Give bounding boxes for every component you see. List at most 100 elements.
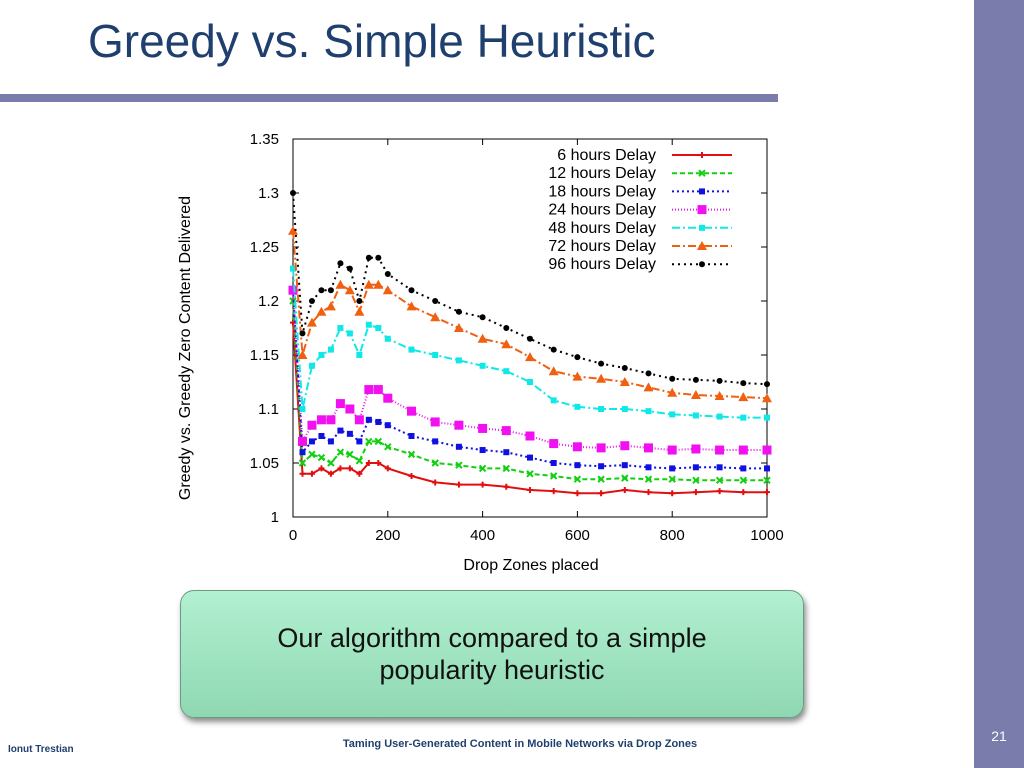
data-point xyxy=(384,422,391,429)
data-point xyxy=(346,265,353,272)
data-point xyxy=(620,441,630,451)
data-point xyxy=(365,460,372,466)
data-point xyxy=(549,439,559,449)
data-point xyxy=(318,465,325,472)
x-axis-label: Drop Zones placed xyxy=(463,557,598,574)
data-point xyxy=(762,445,772,455)
data-point xyxy=(325,301,336,311)
data-point xyxy=(691,444,701,454)
data-point xyxy=(715,476,724,484)
data-point xyxy=(549,472,558,480)
x-tick-label: 400 xyxy=(470,527,495,544)
y-tick-label: 1.25 xyxy=(250,239,279,256)
data-point xyxy=(326,415,336,425)
data-point xyxy=(432,479,439,486)
legend-marker xyxy=(698,169,706,177)
data-point xyxy=(550,346,557,353)
data-point xyxy=(346,465,353,472)
data-point xyxy=(432,298,439,304)
data-point xyxy=(501,426,511,436)
y-tick-label: 1.3 xyxy=(258,185,279,202)
data-point xyxy=(548,366,559,376)
data-point xyxy=(738,445,748,455)
data-point xyxy=(306,317,317,327)
data-point xyxy=(308,298,315,304)
data-point xyxy=(527,487,533,493)
data-point xyxy=(327,346,334,353)
data-point xyxy=(692,412,699,419)
data-point xyxy=(479,314,486,321)
data-point xyxy=(318,287,325,294)
data-point xyxy=(550,460,557,466)
data-point xyxy=(297,350,308,359)
data-point xyxy=(669,490,676,497)
data-point xyxy=(335,279,346,289)
side-accent-bar xyxy=(974,0,1024,768)
data-point xyxy=(503,368,510,375)
data-point xyxy=(455,308,462,315)
series-4 xyxy=(288,285,772,455)
series-1 xyxy=(290,319,770,497)
data-point xyxy=(356,438,363,445)
data-point xyxy=(375,460,382,466)
series-layer xyxy=(288,190,772,497)
data-point xyxy=(408,472,415,479)
data-point xyxy=(337,260,344,267)
data-point xyxy=(365,254,372,261)
y-tick-label: 1.15 xyxy=(250,347,279,364)
y-tick-label: 1.35 xyxy=(250,131,279,148)
data-point xyxy=(454,420,464,430)
legend-label: 24 hours Delay xyxy=(548,202,656,219)
data-point xyxy=(527,335,533,342)
data-point xyxy=(692,464,699,471)
data-point xyxy=(574,462,581,469)
series-line xyxy=(292,230,768,400)
data-point xyxy=(337,465,344,472)
legend-marker xyxy=(699,152,705,158)
axes: 1 1.05 1.1 1.15 1.2 1.25 1.3 1.35 0 200 400 600 800 1… xyxy=(250,131,784,544)
data-point xyxy=(572,442,582,452)
data-point xyxy=(384,271,391,277)
data-point xyxy=(336,448,345,456)
data-point xyxy=(406,301,417,311)
series-6 xyxy=(288,225,772,403)
data-point xyxy=(308,438,315,445)
data-point xyxy=(574,490,581,497)
data-point xyxy=(739,476,748,484)
data-point xyxy=(308,470,315,477)
data-point xyxy=(408,287,415,294)
footer-author: Ionut Trestian xyxy=(8,744,74,755)
legend-label: 48 hours Delay xyxy=(548,220,656,237)
data-point xyxy=(527,379,533,385)
data-point xyxy=(455,443,462,450)
data-point xyxy=(384,465,391,472)
data-point xyxy=(690,389,701,399)
data-point xyxy=(307,420,317,430)
data-point xyxy=(327,470,334,477)
data-point xyxy=(645,370,652,377)
data-point xyxy=(453,323,464,332)
data-point xyxy=(308,450,316,459)
series-3 xyxy=(290,287,770,472)
data-point xyxy=(503,325,510,331)
data-point xyxy=(621,462,628,469)
data-point xyxy=(297,436,307,446)
data-point xyxy=(621,474,629,482)
series-5 xyxy=(290,265,770,421)
data-point xyxy=(716,488,723,495)
data-point xyxy=(668,475,676,483)
data-point xyxy=(430,312,441,322)
x-tick-label: 0 xyxy=(289,527,297,544)
data-point xyxy=(502,464,511,473)
data-point xyxy=(477,333,488,343)
data-point xyxy=(503,449,510,456)
data-point xyxy=(598,463,605,470)
data-point xyxy=(345,404,355,414)
data-point xyxy=(526,470,534,478)
data-point xyxy=(365,416,372,423)
data-point xyxy=(645,489,652,496)
data-point xyxy=(621,487,628,493)
data-point xyxy=(308,362,315,369)
data-point xyxy=(621,364,628,371)
